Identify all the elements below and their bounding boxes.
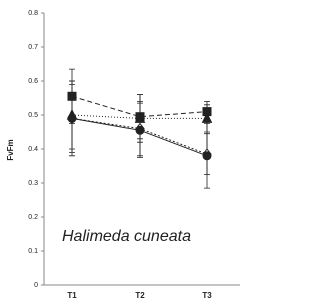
marker bbox=[135, 125, 145, 135]
y-axis-label: FvFm bbox=[6, 139, 15, 160]
x-tick-label: T2 bbox=[135, 291, 145, 300]
y-tick-label: 0.3 bbox=[28, 180, 38, 187]
y-tick-label: 0.4 bbox=[28, 146, 38, 153]
y-tick-label: 0.5 bbox=[28, 112, 38, 119]
marker bbox=[201, 112, 213, 123]
marker bbox=[134, 112, 146, 123]
y-tick-label: 0.8 bbox=[28, 10, 38, 17]
marker bbox=[202, 151, 212, 161]
marker bbox=[67, 91, 77, 101]
y-tick-label: 0.6 bbox=[28, 78, 38, 85]
y-tick-label: 0.7 bbox=[28, 44, 38, 51]
y-tick-label: 0 bbox=[34, 282, 38, 289]
x-tick-label: T3 bbox=[202, 291, 212, 300]
chart: FvFm Halimeda cuneata 0 0.1 0.2 0.3 0.4 0.5 0.… bbox=[6, 10, 240, 300]
y-tick-label: 0.1 bbox=[28, 248, 38, 255]
annotation: Halimeda cuneata bbox=[62, 228, 191, 245]
marker bbox=[67, 113, 77, 123]
y-tick-label: 0.2 bbox=[28, 214, 38, 221]
series-line bbox=[71, 95, 208, 118]
x-tick-label: T1 bbox=[67, 291, 77, 300]
